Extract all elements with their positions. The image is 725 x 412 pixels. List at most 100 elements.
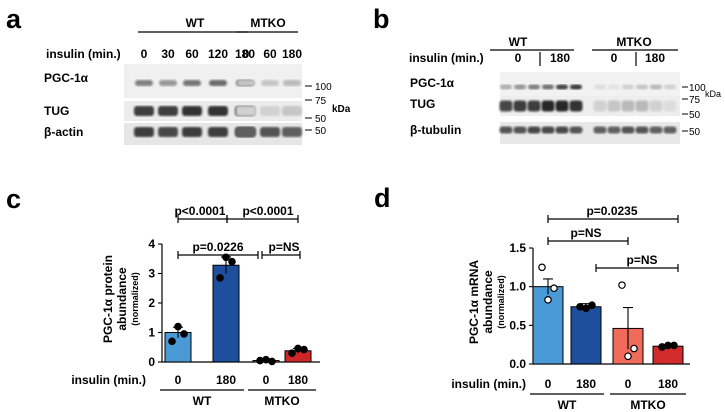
data-point bbox=[618, 281, 626, 289]
panel-a-marker-75: 75 bbox=[315, 96, 327, 107]
data-point bbox=[576, 302, 584, 311]
blot-band bbox=[542, 84, 554, 90]
comparison-label: p<0.0001 bbox=[242, 204, 293, 218]
y-tick-label: 1.5 bbox=[509, 241, 526, 255]
data-point bbox=[180, 330, 188, 338]
panel-d-letter: d bbox=[374, 183, 391, 213]
blot-band bbox=[541, 126, 555, 134]
comparison-label: p<0.0001 bbox=[174, 204, 225, 218]
data-point bbox=[256, 356, 264, 365]
panel-c-letter: c bbox=[6, 184, 21, 214]
y-axis-label: PGC-1α proteinabundance(normalized) bbox=[101, 255, 140, 343]
x-tick-label: 0 bbox=[175, 373, 182, 387]
panel-a-row-pgc1a: PGC-1α bbox=[44, 71, 89, 85]
data-point bbox=[168, 337, 176, 346]
blot-band bbox=[208, 106, 228, 116]
x-tick-label: 180 bbox=[216, 373, 236, 387]
panel-b-marker-75: 75 bbox=[689, 95, 701, 106]
blot-band bbox=[158, 106, 178, 116]
y-tick-label: 4 bbox=[148, 237, 155, 251]
x-tick-label: 0 bbox=[545, 377, 552, 391]
blot-band bbox=[282, 106, 302, 116]
blot-band bbox=[593, 126, 607, 134]
blot-band bbox=[183, 80, 201, 86]
panel-b-row-tug: TUG bbox=[410, 97, 435, 111]
blot-band bbox=[182, 127, 202, 137]
panel-a-group-mtko: MTKO bbox=[250, 16, 285, 30]
panel-a-lane-label-5: 180 bbox=[235, 47, 255, 61]
panel-b-insulin-label: insulin (min.) bbox=[409, 51, 484, 65]
data-point bbox=[300, 345, 308, 354]
data-point bbox=[544, 296, 552, 304]
panel-b-lane-label-2: 180 bbox=[550, 51, 570, 65]
data-point bbox=[670, 341, 678, 350]
blot-band bbox=[283, 80, 301, 86]
blot-band bbox=[527, 100, 541, 112]
comparison-label: p=NS bbox=[268, 240, 299, 254]
blot-band bbox=[649, 100, 663, 112]
data-point bbox=[538, 263, 546, 272]
group-label: WT bbox=[558, 398, 577, 412]
bar bbox=[212, 264, 240, 363]
panel-a-marker-50a: 50 bbox=[315, 114, 327, 125]
data-point bbox=[288, 349, 296, 357]
blot-band bbox=[236, 127, 256, 137]
data-point bbox=[658, 343, 666, 351]
blot-band bbox=[636, 84, 648, 90]
blot-band bbox=[594, 84, 606, 90]
blot-band bbox=[607, 126, 621, 134]
blot-band bbox=[500, 84, 512, 90]
panel-b-lane-label-3: 0 bbox=[611, 51, 618, 65]
panel-b-marker-50b: 50 bbox=[689, 127, 701, 138]
blot-band bbox=[569, 126, 583, 134]
panel-a: a WT MTKO insulin (min.) 0 30 60 120 180 bbox=[6, 4, 351, 145]
x-axis-title: insulin (min.) bbox=[71, 373, 146, 387]
panel-a-blot bbox=[124, 64, 302, 145]
blot-band bbox=[134, 106, 154, 116]
blot-band bbox=[555, 126, 569, 134]
blot-band bbox=[260, 106, 280, 116]
blot-band bbox=[635, 100, 649, 112]
x-axis-title: insulin (min.) bbox=[451, 377, 526, 391]
panel-a-lane-label-3: 60 bbox=[185, 47, 199, 61]
data-point bbox=[216, 274, 224, 282]
blot-band bbox=[237, 80, 255, 86]
x-tick-label: 0 bbox=[263, 373, 270, 387]
panel-a-lane-label-8: 180 bbox=[282, 47, 302, 61]
blot-band bbox=[528, 84, 540, 90]
blot-band bbox=[282, 127, 302, 137]
data-point bbox=[624, 352, 632, 361]
blot-band bbox=[621, 126, 635, 134]
y-axis-label-line1: PGC-1α protein bbox=[101, 255, 115, 343]
panel-b-marker-50a: 50 bbox=[689, 110, 701, 121]
blot-band bbox=[556, 84, 568, 90]
blot-band bbox=[607, 100, 621, 112]
y-axis-label: PGC-1α mRNAabundance(normalized) bbox=[467, 260, 506, 344]
panel-a-lane-label-6b: 0 bbox=[243, 47, 250, 61]
panel-a-lane-label-1: 0 bbox=[141, 47, 148, 61]
panel-a-letter: a bbox=[6, 4, 22, 34]
panel-a-insulin-label: insulin (min.) bbox=[46, 47, 121, 61]
panel-a-lane-label-7: 60 bbox=[263, 47, 277, 61]
blot-band bbox=[209, 80, 227, 86]
panel-c: c 0 1 2 3 4 PGC-1α proteinabundance(normalize… bbox=[6, 184, 320, 408]
blot-band bbox=[570, 84, 582, 90]
blot-band bbox=[555, 100, 569, 112]
panel-a-marker-50b: 50 bbox=[315, 126, 327, 137]
group-label: WT bbox=[193, 394, 212, 408]
blot-band bbox=[663, 126, 677, 134]
data-point bbox=[294, 344, 302, 353]
blot-band bbox=[608, 84, 620, 90]
panel-b-letter: b bbox=[373, 4, 390, 34]
blot-band bbox=[159, 80, 177, 86]
panel-a-lane-label-4: 120 bbox=[208, 47, 228, 61]
bar bbox=[164, 332, 192, 363]
chart-c: 0 1 2 3 4 PGC-1α proteinabundance(normalized)… bbox=[71, 204, 320, 408]
data-point bbox=[630, 344, 638, 353]
y-axis-label-sub: (normalized) bbox=[130, 272, 140, 326]
y-tick-label: 0.0 bbox=[509, 357, 526, 371]
blot-band bbox=[621, 100, 635, 112]
blot-band bbox=[622, 84, 634, 90]
panel-b-lane-label-1: 0 bbox=[515, 51, 522, 65]
